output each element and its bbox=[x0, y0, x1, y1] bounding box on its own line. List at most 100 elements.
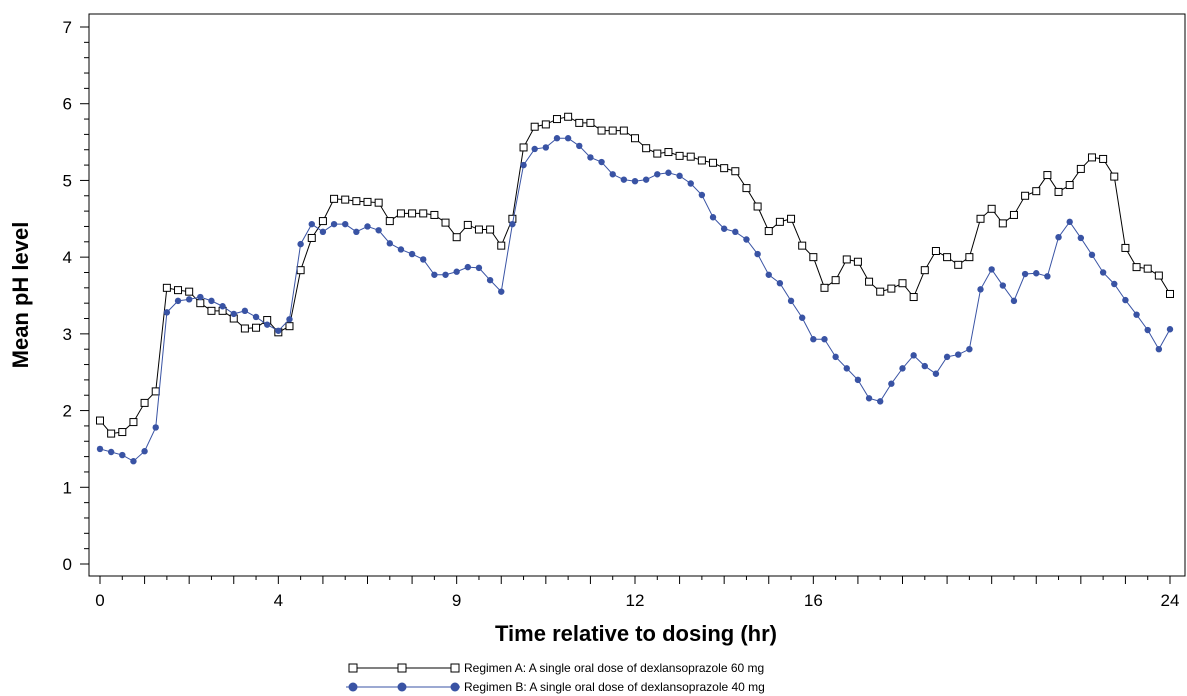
data-point bbox=[709, 158, 718, 167]
data-point bbox=[308, 220, 315, 228]
data-point bbox=[787, 214, 796, 223]
data-point bbox=[486, 276, 494, 284]
y-axis-title: Mean pH level bbox=[8, 222, 33, 369]
data-point bbox=[965, 253, 974, 262]
data-point bbox=[564, 135, 572, 142]
data-point bbox=[241, 307, 249, 315]
data-point bbox=[598, 158, 605, 166]
data-point bbox=[1044, 273, 1051, 280]
data-point bbox=[342, 220, 349, 228]
data-point bbox=[140, 398, 149, 407]
data-point bbox=[1111, 280, 1118, 288]
data-point bbox=[474, 225, 483, 234]
data-point bbox=[107, 429, 116, 438]
data-point bbox=[988, 266, 995, 273]
x-axis: 0 4 9 12 16 24 bbox=[95, 576, 1179, 610]
data-point bbox=[1099, 269, 1107, 276]
data-point bbox=[497, 241, 506, 250]
x-tick-label: 12 bbox=[626, 591, 645, 610]
data-point bbox=[129, 418, 138, 427]
data-point bbox=[920, 266, 929, 275]
data-point bbox=[1166, 289, 1174, 298]
x-tick-label: 16 bbox=[804, 591, 823, 610]
data-point bbox=[865, 277, 874, 286]
legend-marker-regimen-a-3 bbox=[450, 663, 460, 673]
data-point bbox=[1065, 181, 1074, 190]
data-point bbox=[375, 227, 382, 234]
data-point bbox=[240, 324, 249, 333]
data-point bbox=[541, 120, 550, 129]
legend-marker-regimen-b-2 bbox=[397, 682, 407, 692]
data-point bbox=[341, 195, 350, 204]
data-point bbox=[163, 309, 171, 316]
data-point bbox=[96, 416, 104, 425]
data-point bbox=[307, 233, 316, 242]
data-point bbox=[363, 197, 372, 206]
data-point bbox=[876, 287, 885, 296]
data-point bbox=[119, 451, 126, 459]
y-tick-label: 4 bbox=[63, 248, 72, 267]
data-point bbox=[966, 346, 973, 353]
data-point bbox=[642, 176, 650, 183]
data-point bbox=[564, 112, 573, 121]
data-point bbox=[441, 218, 450, 227]
data-point bbox=[542, 144, 550, 151]
data-point bbox=[720, 164, 729, 173]
data-point bbox=[1166, 326, 1174, 333]
data-point bbox=[374, 198, 383, 207]
x-tick-label: 9 bbox=[452, 591, 461, 610]
data-point bbox=[842, 255, 851, 264]
x-tick-label: 0 bbox=[95, 591, 104, 610]
x-tick-label: 4 bbox=[274, 591, 283, 610]
data-point bbox=[687, 180, 694, 187]
data-point bbox=[776, 280, 784, 287]
data-point bbox=[207, 306, 216, 315]
x-axis-title: Time relative to dosing (hr) bbox=[495, 621, 777, 646]
legend-marker-regimen-b-1 bbox=[348, 682, 358, 692]
data-point bbox=[731, 167, 740, 176]
y-tick-label: 1 bbox=[63, 478, 72, 497]
data-point bbox=[631, 177, 639, 185]
y-tick-label: 0 bbox=[63, 555, 72, 574]
data-point bbox=[653, 149, 662, 158]
data-point bbox=[1021, 270, 1029, 278]
data-point bbox=[531, 145, 538, 153]
data-point bbox=[297, 240, 304, 248]
data-point bbox=[775, 217, 784, 226]
data-point bbox=[185, 287, 194, 296]
data-point bbox=[352, 197, 361, 206]
data-point bbox=[252, 323, 261, 332]
data-point bbox=[1033, 270, 1040, 277]
data-point bbox=[1055, 233, 1062, 241]
data-point bbox=[943, 353, 951, 361]
data-point bbox=[353, 228, 360, 236]
data-point bbox=[318, 217, 327, 226]
data-point bbox=[1088, 251, 1096, 259]
data-point bbox=[96, 445, 104, 453]
data-point bbox=[764, 227, 773, 236]
data-point bbox=[1077, 234, 1085, 242]
data-point bbox=[230, 310, 237, 318]
series-regimen-a bbox=[96, 112, 1174, 438]
data-point bbox=[955, 351, 962, 358]
data-point bbox=[386, 240, 393, 247]
data-point bbox=[798, 314, 806, 321]
data-point bbox=[520, 161, 527, 169]
data-point bbox=[609, 171, 616, 178]
data-point bbox=[753, 202, 762, 211]
data-point bbox=[932, 370, 940, 377]
data-point bbox=[1066, 218, 1073, 226]
data-point bbox=[396, 209, 405, 218]
data-point bbox=[408, 250, 416, 258]
data-point bbox=[976, 214, 985, 223]
data-point bbox=[631, 134, 639, 143]
data-point bbox=[887, 284, 896, 293]
data-point bbox=[509, 220, 516, 228]
data-point bbox=[1076, 164, 1085, 173]
legend-marker-regimen-a-2 bbox=[397, 663, 407, 673]
plot-frame bbox=[88, 13, 1186, 577]
data-point bbox=[697, 156, 706, 165]
data-point bbox=[821, 336, 828, 343]
data-point bbox=[174, 297, 182, 305]
data-point bbox=[810, 336, 817, 343]
